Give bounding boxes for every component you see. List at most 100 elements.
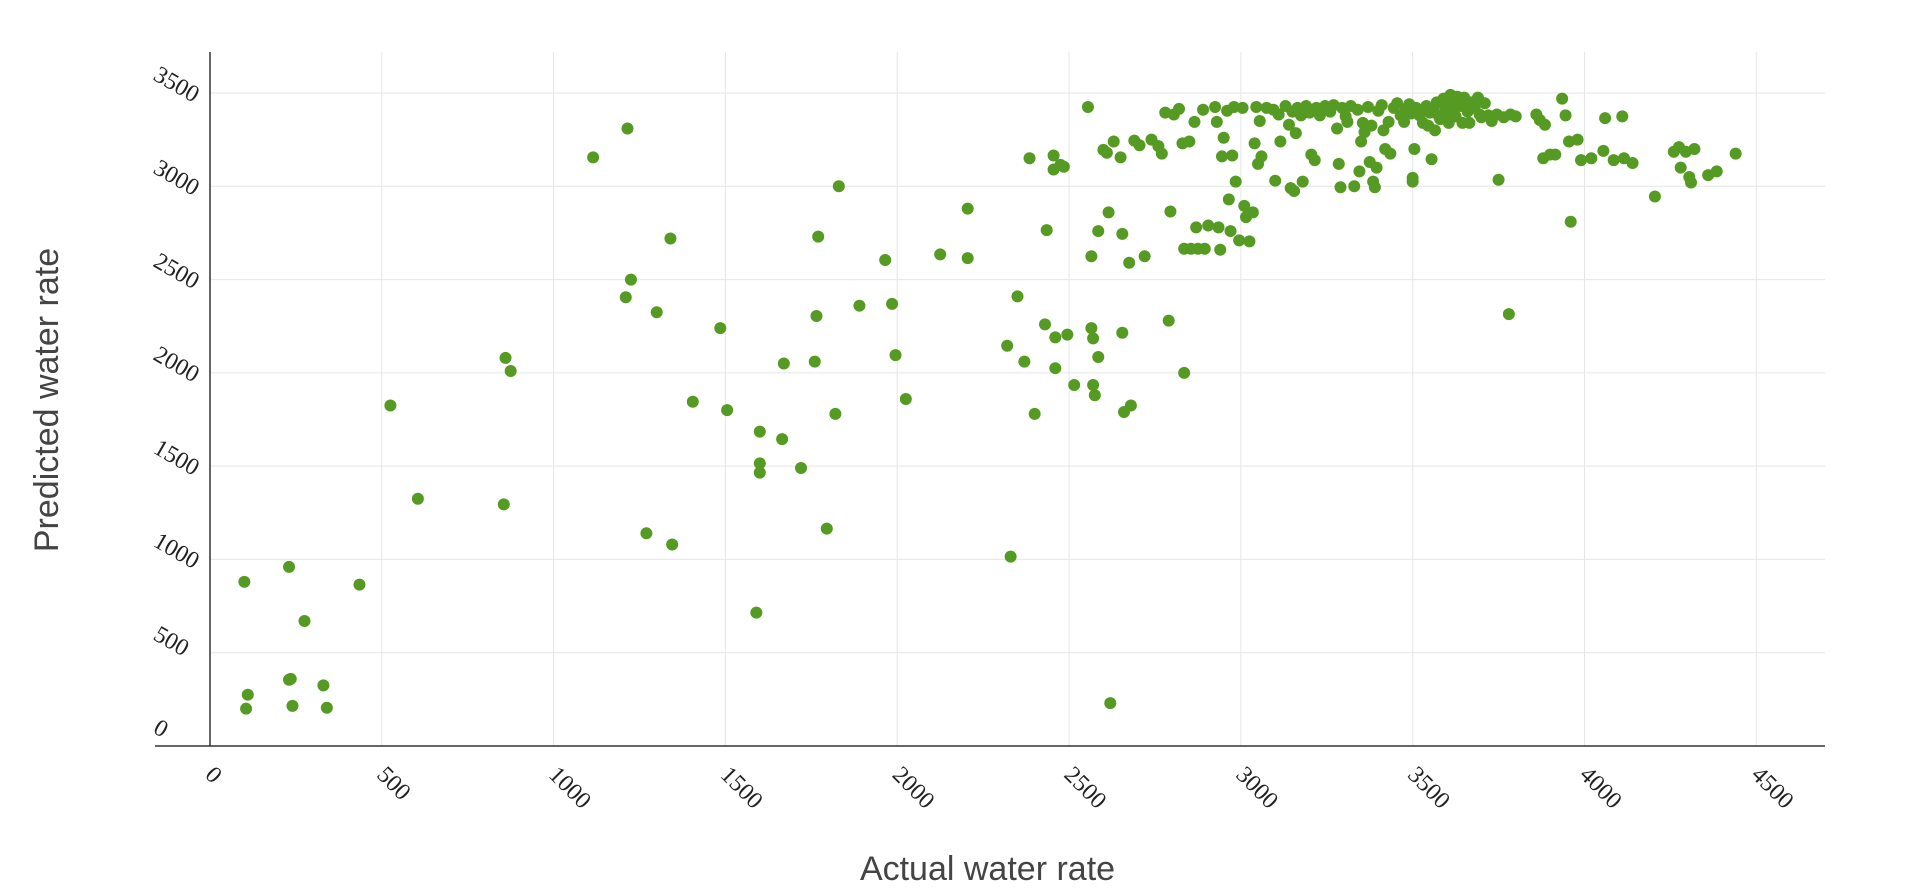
axes xyxy=(155,52,1825,747)
data-point xyxy=(1408,142,1421,155)
data-point xyxy=(820,522,833,535)
data-point xyxy=(1597,144,1610,157)
data-point xyxy=(1384,147,1397,160)
data-point xyxy=(1331,122,1344,135)
data-point xyxy=(1198,242,1211,255)
data-point xyxy=(1028,407,1041,420)
data-point xyxy=(1222,193,1235,206)
data-point xyxy=(1116,326,1129,339)
data-point xyxy=(1224,225,1237,238)
y-tick-label: 3500 xyxy=(149,62,204,109)
data-point xyxy=(1100,146,1113,159)
data-point xyxy=(664,232,677,245)
data-point xyxy=(1107,135,1120,148)
data-point xyxy=(1585,152,1598,165)
data-point xyxy=(686,395,699,408)
x-tick-label: 4500 xyxy=(1746,762,1798,814)
data-point xyxy=(1250,100,1263,113)
data-point xyxy=(587,151,600,164)
data-point xyxy=(1370,161,1383,174)
data-point xyxy=(1209,100,1222,113)
data-point xyxy=(1538,118,1551,131)
data-point xyxy=(411,492,424,505)
data-point xyxy=(1212,221,1225,234)
data-point xyxy=(1674,161,1687,174)
data-point xyxy=(384,399,397,412)
data-point xyxy=(1092,350,1105,363)
data-point xyxy=(284,672,297,685)
data-point xyxy=(1243,235,1256,248)
data-point xyxy=(1710,165,1723,178)
data-point xyxy=(240,702,253,715)
data-point xyxy=(238,575,251,588)
data-point xyxy=(619,291,632,304)
y-tick-label: 1000 xyxy=(149,528,204,575)
data-point xyxy=(1559,109,1572,122)
data-point xyxy=(1215,150,1228,163)
data-point xyxy=(829,407,842,420)
data-point xyxy=(1233,234,1246,247)
x-tick-label: 2500 xyxy=(1059,762,1111,814)
data-point xyxy=(1229,175,1242,188)
data-point xyxy=(1729,147,1742,160)
data-point xyxy=(721,404,734,417)
y-tick-label: 2000 xyxy=(149,342,204,389)
data-point xyxy=(1571,133,1584,146)
data-point xyxy=(1085,250,1098,263)
data-point xyxy=(1214,243,1227,256)
data-point xyxy=(1188,115,1201,128)
data-point xyxy=(1365,119,1378,132)
data-point xyxy=(1478,97,1491,110)
data-point xyxy=(1296,175,1309,188)
data-point xyxy=(1040,224,1053,237)
data-point xyxy=(1398,115,1411,128)
data-point xyxy=(1269,174,1282,187)
data-point xyxy=(1104,697,1117,710)
data-point xyxy=(1068,378,1081,391)
data-point xyxy=(1502,308,1515,321)
data-point xyxy=(777,357,790,370)
data-point xyxy=(1334,181,1347,194)
data-point xyxy=(621,122,634,135)
data-point xyxy=(1238,199,1251,212)
data-point xyxy=(640,527,653,540)
data-point xyxy=(1047,149,1060,162)
data-point xyxy=(241,688,254,701)
data-point xyxy=(1138,250,1151,263)
x-tick-label: 3000 xyxy=(1231,762,1283,814)
data-point xyxy=(1509,110,1522,123)
y-tick-label: 500 xyxy=(149,621,193,662)
data-point xyxy=(1351,103,1364,116)
x-tick-label: 0 xyxy=(200,762,227,789)
x-tick-label: 1500 xyxy=(715,762,767,814)
data-point xyxy=(1173,102,1185,115)
data-point xyxy=(1004,550,1017,563)
data-point xyxy=(1428,124,1441,137)
data-point xyxy=(1023,152,1036,165)
data-point xyxy=(1210,115,1223,128)
y-tick-label: 0 xyxy=(149,715,172,744)
data-point xyxy=(832,180,845,193)
data-point xyxy=(1368,181,1381,194)
data-point xyxy=(1092,225,1105,238)
data-point xyxy=(1607,154,1620,167)
data-point xyxy=(886,297,899,310)
data-point xyxy=(1575,154,1588,167)
data-point xyxy=(1088,389,1101,402)
data-point xyxy=(1288,184,1301,197)
data-point xyxy=(1018,355,1031,368)
data-point xyxy=(776,433,789,446)
x-tick-label: 2000 xyxy=(887,762,939,814)
data-point xyxy=(795,462,808,475)
data-point xyxy=(1087,332,1100,345)
data-point xyxy=(1133,139,1146,152)
data-point xyxy=(286,699,299,712)
data-point xyxy=(624,273,637,286)
data-point xyxy=(1272,108,1285,121)
data-point xyxy=(1308,154,1321,167)
data-point xyxy=(1190,221,1203,234)
data-point xyxy=(1001,339,1014,352)
data-point xyxy=(1332,157,1345,170)
data-point xyxy=(1164,205,1177,218)
